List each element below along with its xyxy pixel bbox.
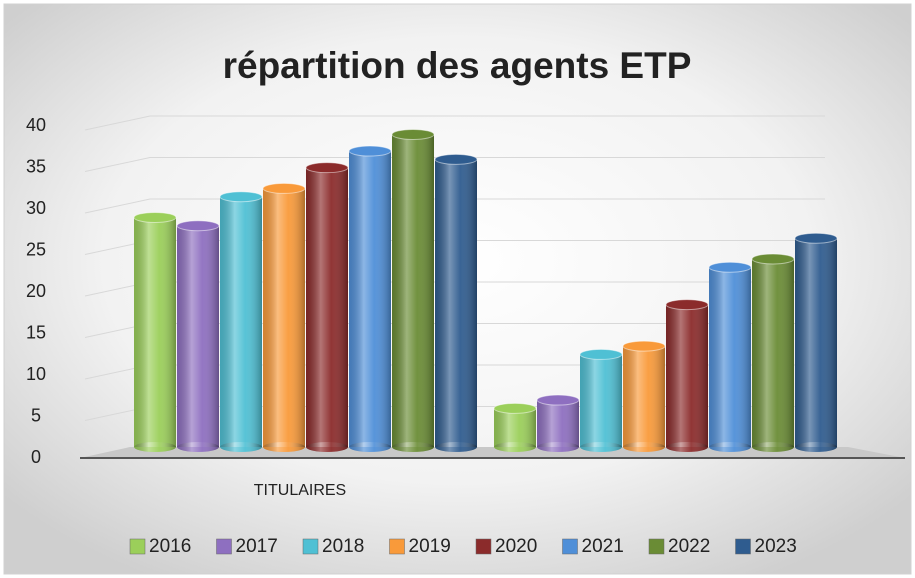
bar	[391, 128, 435, 452]
y-tick-label: 25	[26, 239, 46, 259]
bar	[348, 145, 392, 452]
bar	[536, 394, 580, 452]
legend-label: 2022	[668, 536, 710, 557]
bar-bottom-shade	[177, 442, 219, 452]
bar-bottom-shade	[349, 442, 391, 452]
bar-top	[665, 299, 709, 311]
bar-top	[348, 145, 392, 157]
legend-swatch	[648, 538, 665, 555]
bar-bottom-shade	[220, 442, 262, 452]
y-tick-label: 35	[26, 156, 46, 176]
legend-label: 2023	[755, 536, 797, 557]
bar-shade	[134, 217, 176, 447]
bar-bottom-shade	[134, 442, 176, 452]
bar-top	[622, 340, 666, 352]
legend-swatch	[302, 538, 319, 555]
bar-shade	[752, 258, 794, 447]
legend-label: 2021	[582, 536, 624, 557]
bar-shade	[392, 134, 434, 447]
bar-bottom-shade	[392, 442, 434, 452]
bar-bottom-shade	[580, 442, 622, 452]
bar	[751, 253, 795, 452]
bar	[305, 162, 349, 452]
bar-shade	[580, 354, 622, 447]
bar-bottom-shade	[435, 442, 477, 452]
legend-swatch	[129, 538, 146, 555]
bar-shade	[306, 167, 348, 447]
bar	[434, 153, 478, 452]
bar-shade	[709, 267, 751, 447]
bar-top	[434, 153, 478, 165]
bar-bottom-shade	[494, 442, 536, 452]
bar-top	[176, 220, 220, 232]
bar-bottom-shade	[709, 442, 751, 452]
grid-line	[84, 157, 825, 172]
legend-label: 2017	[236, 536, 278, 557]
bar-shade	[537, 400, 579, 447]
bar-shade	[494, 408, 536, 447]
bar-bottom-shade	[752, 442, 794, 452]
bar	[579, 348, 623, 452]
bar	[708, 261, 752, 452]
legend-swatch	[216, 538, 232, 555]
bar	[133, 211, 177, 452]
bar-top	[493, 402, 537, 414]
bar-top	[579, 348, 623, 360]
y-tick-label: 20	[26, 281, 46, 301]
bar	[176, 220, 220, 452]
bar-shade	[435, 159, 477, 447]
bar-top	[536, 394, 580, 406]
y-tick-label: 10	[26, 364, 46, 384]
x-tick-label: TITULAIRES	[254, 482, 346, 499]
bar-top	[305, 162, 349, 174]
y-tick-label: 40	[26, 115, 46, 135]
legend-swatch	[475, 538, 492, 555]
bar-bottom-shade	[306, 442, 348, 452]
y-tick-label: 30	[26, 198, 46, 218]
legend-label: 2018	[322, 536, 364, 557]
legend-swatch	[562, 538, 578, 555]
legend-swatch	[389, 538, 405, 555]
bar	[493, 402, 537, 452]
bar-top	[391, 128, 435, 140]
bar	[622, 340, 666, 452]
bar-shade	[177, 225, 219, 447]
bar-bottom-shade	[263, 442, 305, 452]
bar	[794, 232, 838, 452]
bar-shade	[623, 346, 665, 447]
grid-line	[84, 115, 825, 131]
bar-bottom-shade	[795, 442, 837, 452]
legend-label: 2019	[409, 536, 451, 557]
legend-label: 2020	[495, 536, 537, 557]
bar-top	[794, 232, 838, 244]
grid-line	[84, 198, 825, 214]
bar-shade	[795, 238, 837, 447]
bar-shade	[666, 304, 708, 447]
bar-bottom-shade	[623, 442, 665, 452]
bar-bottom-shade	[537, 442, 579, 452]
legend-swatch	[735, 538, 751, 555]
bar-shade	[220, 196, 262, 447]
bar	[262, 182, 306, 452]
y-tick-label: 5	[31, 405, 41, 425]
bar-shade	[263, 188, 305, 447]
bar-top	[262, 182, 306, 194]
bar-top	[133, 211, 177, 223]
y-tick-label: 15	[26, 322, 46, 342]
bar-bottom-shade	[666, 442, 708, 452]
bar-top	[708, 261, 752, 273]
bar	[219, 191, 263, 452]
bar-top	[751, 253, 795, 265]
legend-label: 2016	[149, 536, 191, 557]
bar-shade	[349, 151, 391, 448]
chart-title: répartition des agents ETP	[223, 45, 692, 86]
bar	[665, 299, 709, 452]
y-tick-label: 0	[31, 447, 41, 467]
bar-top	[219, 191, 263, 203]
